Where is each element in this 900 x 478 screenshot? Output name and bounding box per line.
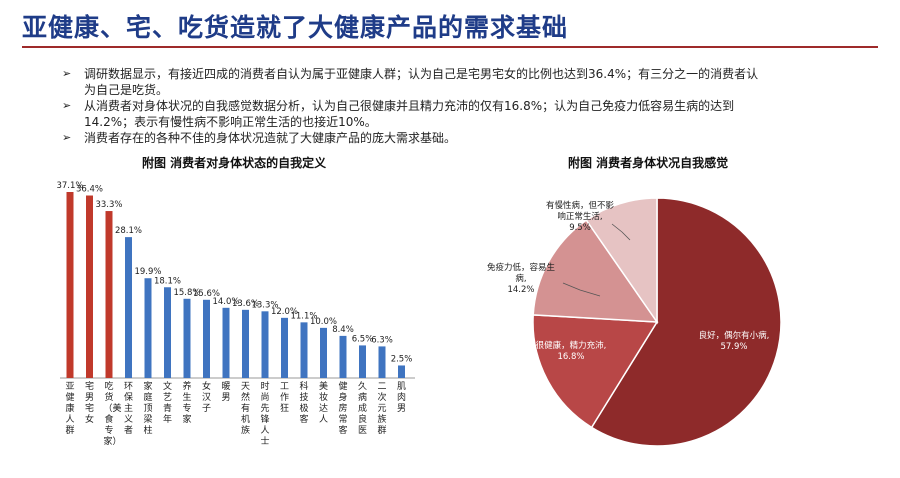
bar-value-label: 8.4%: [332, 325, 354, 335]
bar-value-label: 36.4%: [76, 185, 103, 195]
pie-slice-label: 很健康，精力充沛, 16.8%: [536, 340, 607, 362]
bar: [320, 327, 327, 378]
bar: [359, 345, 366, 378]
bar-category-label: 二次元族群: [377, 382, 387, 436]
bar-value-label: 33.3%: [95, 200, 122, 210]
pie-slice: [585, 197, 658, 325]
pie-leader-line: [562, 282, 601, 297]
pie-chart-title: 附图 消费者身体状况自我感觉: [568, 156, 729, 170]
bar-value-label: 15.6%: [193, 289, 220, 299]
bar-category-label: 文艺青年: [162, 382, 172, 425]
bar-category-label: 吃货（美食专家）: [103, 382, 122, 447]
bar: [183, 298, 191, 378]
bar-category-label: 健身房常客: [338, 382, 348, 436]
pie-slice: [532, 314, 659, 429]
pie-label-line: 免疫力低，容易生: [487, 262, 556, 273]
bar: [86, 195, 93, 378]
pie-label-line: 9.5%: [569, 223, 591, 233]
bar-category-label: 环保主义者: [123, 382, 133, 436]
bullet-text: 从消费者对身体状况的自我感觉数据分析，认为自己很健康并且精力充沛的仅有16.8%…: [84, 99, 735, 129]
bar: [261, 311, 269, 378]
bar: [105, 211, 113, 378]
bar-category-label: 女汉子: [201, 382, 211, 414]
arrow-bullet-icon: ➢: [62, 99, 72, 112]
pie-slice-label: 有慢性病，但不影响正常生活, 9.5%: [546, 200, 615, 233]
pie-slice: [532, 219, 659, 323]
bar: [242, 309, 249, 378]
title-divider: [22, 46, 878, 48]
bar: [125, 237, 132, 378]
bar-value-label: 10.0%: [310, 317, 337, 327]
bar-category-label: 肌肉男: [396, 382, 406, 414]
bar: [144, 278, 152, 378]
bar-value-label: 11.1%: [290, 311, 317, 321]
pie-label-line: 有慢性病，但不影: [546, 200, 615, 211]
bar: [378, 346, 386, 378]
bar-category-label: 科技极客: [299, 382, 309, 425]
bullet-item: ➢ 从消费者对身体状况的自我感觉数据分析，认为自己很健康并且精力充沛的仅有16.8…: [60, 98, 760, 130]
pie-label-line: 57.9%: [720, 342, 747, 352]
bar: [281, 317, 288, 378]
bullet-item: ➢ 消费者存在的各种不佳的身体状况造就了大健康产品的庞大需求基础。: [60, 130, 760, 146]
arrow-bullet-icon: ➢: [62, 67, 72, 80]
pie-slice-label: 免疫力低，容易生病, 14.2%: [487, 262, 556, 295]
bar-value-label: 18.1%: [154, 276, 181, 286]
arrow-bullet-icon: ➢: [62, 131, 72, 144]
bar-value-label: 13.6%: [232, 299, 259, 309]
bar-value-label: 6.3%: [371, 335, 393, 345]
bullet-list: ➢ 调研数据显示，有接近四成的消费者自认为属于亚健康人群；认为自己是宅男宅女的比例…: [60, 66, 760, 146]
bar-category-label: 家庭顶梁柱: [143, 382, 153, 436]
bar-value-label: 37.1%: [56, 181, 83, 191]
bar: [203, 299, 210, 378]
bar-value-label: 15.8%: [173, 288, 200, 298]
bullet-item: ➢ 调研数据显示，有接近四成的消费者自认为属于亚健康人群；认为自己是宅男宅女的比例…: [60, 66, 760, 98]
pie-label-line: 良好，偶尔有小病,: [699, 330, 770, 341]
bar-category-label: 宅男宅女: [84, 382, 94, 425]
pie-label-line: 很健康，精力充沛,: [536, 340, 607, 351]
pie-slice: [590, 197, 782, 447]
bar: [164, 287, 171, 378]
page-title: 亚健康、宅、吃货造就了大健康产品的需求基础: [22, 13, 569, 42]
pie-label-line: 16.8%: [557, 352, 584, 362]
pie-leader-line: [611, 223, 631, 241]
bullet-text: 调研数据显示，有接近四成的消费者自认为属于亚健康人群；认为自己是宅男宅女的比例也…: [84, 67, 759, 97]
bar-value-label: 12.0%: [271, 307, 298, 317]
bar-value-label: 6.5%: [352, 334, 374, 344]
bar-category-label: 时尚先锋人士: [260, 382, 270, 447]
bar-value-label: 13.3%: [251, 300, 278, 310]
bar-category-label: 久病成良医: [357, 382, 367, 436]
bar: [398, 365, 405, 378]
pie-label-line: 14.2%: [507, 285, 534, 295]
bar: [300, 322, 308, 378]
bar-value-label: 19.9%: [134, 267, 161, 277]
pie-label-line: 响正常生活,: [557, 211, 602, 222]
bar-chart-title: 附图 消费者对身体状态的自我定义: [142, 156, 327, 170]
bar-category-label: 美妆达人: [318, 382, 328, 425]
pie-label-line: 病,: [515, 273, 526, 284]
bar: [339, 335, 347, 378]
bar: [222, 307, 230, 378]
bar: [66, 192, 74, 378]
pie-slice-label: 良好，偶尔有小病, 57.9%: [699, 330, 770, 352]
bullet-text: 消费者存在的各种不佳的身体状况造就了大健康产品的庞大需求基础。: [84, 131, 457, 145]
bar-category-label: 养生专家: [182, 382, 192, 425]
bar-category-label: 工作狂: [279, 382, 289, 414]
bar-category-label: 亚健康人群: [65, 382, 75, 436]
bar-value-label: 28.1%: [115, 226, 142, 236]
bar-value-label: 14.0%: [212, 297, 239, 307]
bar-value-label: 2.5%: [391, 354, 413, 364]
bar-category-label: 天然有机族: [240, 382, 250, 436]
bar-category-label: 暖男: [221, 382, 231, 403]
